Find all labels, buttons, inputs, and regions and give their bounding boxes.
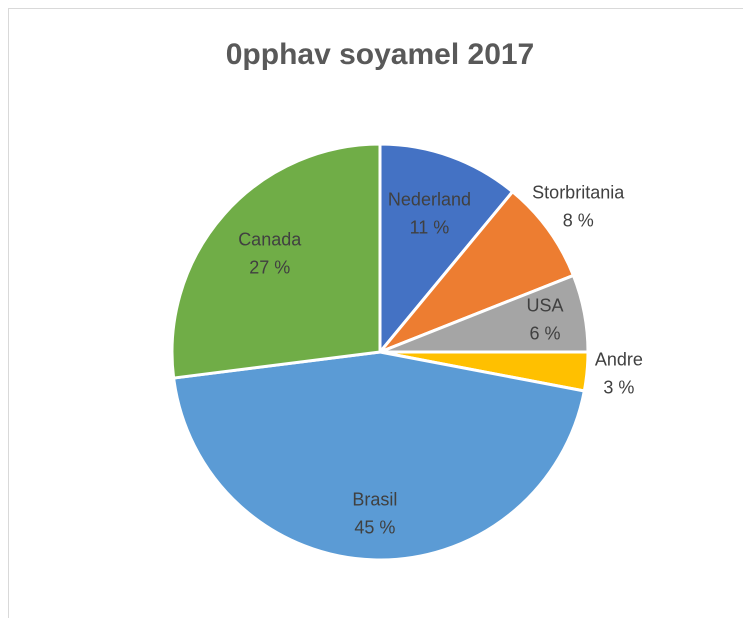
slice-label: Canada	[238, 230, 302, 250]
slice-label: Nederland	[388, 189, 471, 209]
slice-value-label: 11 %	[410, 217, 450, 237]
slice-label: USA	[527, 295, 564, 315]
pie-slice	[378, 142, 515, 354]
slice-value-label: 6 %	[530, 323, 561, 343]
slice-label: Brasil	[352, 490, 397, 510]
pie-slice	[378, 190, 575, 354]
pie-slice	[172, 350, 586, 562]
slice-value-label: 27 %	[249, 258, 290, 278]
chart-title: 0pphav soyamel 2017	[226, 38, 535, 71]
slice-value-label: 8 %	[563, 211, 594, 231]
slice-label: Storbritania	[532, 183, 625, 203]
pie-slice	[170, 142, 382, 380]
slice-value-label: 45 %	[354, 518, 395, 538]
slice-label: Andre	[595, 349, 643, 369]
slice-value-label: 3 %	[603, 377, 634, 397]
